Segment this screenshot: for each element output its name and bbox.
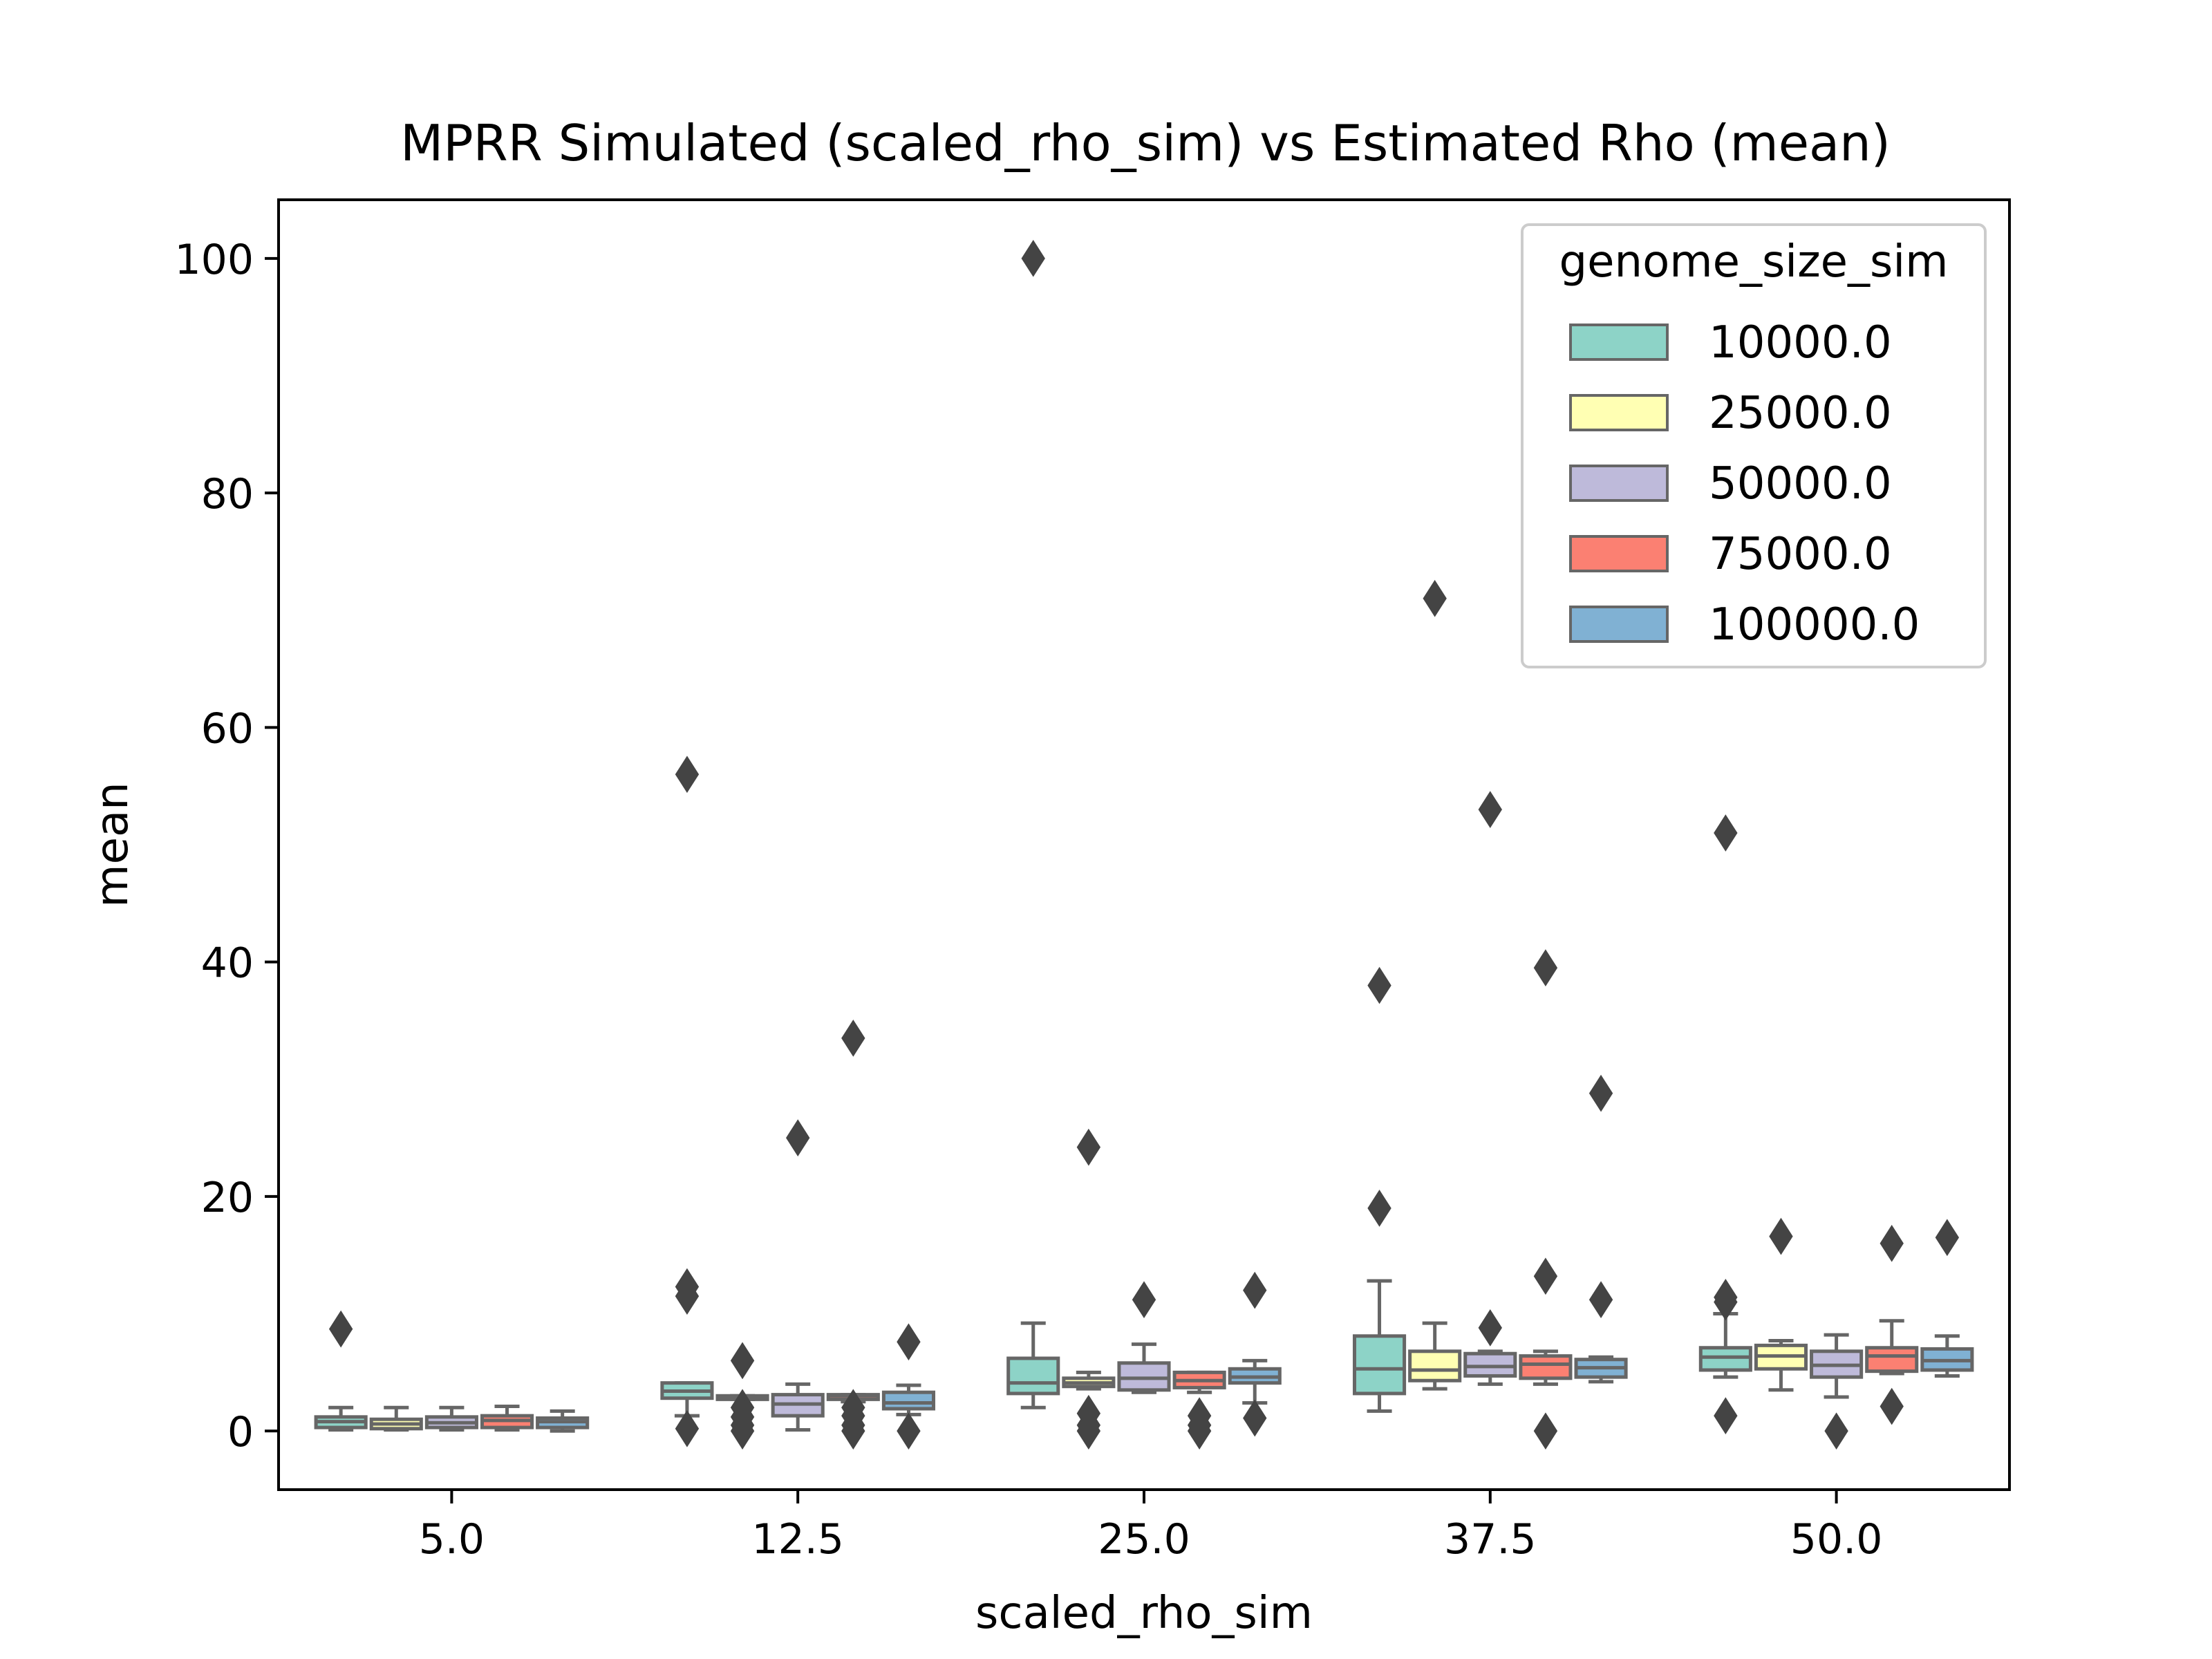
legend-title: genome_size_sim — [1559, 236, 1949, 288]
outlier-point — [1423, 579, 1447, 617]
outlier-point — [841, 1020, 865, 1057]
box-group — [314, 1310, 368, 1432]
outlier-point — [1132, 1281, 1156, 1319]
box-group — [369, 1405, 423, 1432]
box-group — [1754, 1217, 1808, 1392]
outlier-point — [1243, 1271, 1267, 1309]
outlier-point — [1880, 1387, 1904, 1425]
box-group — [715, 1342, 769, 1450]
legend-label: 50000.0 — [1709, 458, 1892, 509]
box — [1352, 1334, 1407, 1396]
box-group — [1519, 949, 1573, 1450]
x-tick-label: 5.0 — [419, 1515, 485, 1564]
box-group — [1574, 1074, 1628, 1384]
outlier-point — [1588, 1074, 1613, 1112]
box-group — [1006, 239, 1060, 1409]
axes: 0 20 40 60 80 100 5.0 12.5 25.0 37.5 50.0 — [174, 236, 1882, 1564]
outlier-point — [1714, 814, 1738, 852]
box — [1865, 1346, 1919, 1374]
outlier-point — [897, 1412, 921, 1450]
outlier-point — [675, 1277, 700, 1315]
outlier-point — [328, 1310, 353, 1348]
outlier-point — [1187, 1412, 1212, 1450]
legend-swatch — [1569, 394, 1669, 431]
outlier-point — [1588, 1281, 1613, 1319]
box-group — [480, 1405, 534, 1432]
outlier-point — [1533, 1257, 1558, 1295]
box-group — [660, 756, 714, 1447]
box-group — [1810, 1333, 1864, 1450]
legend-label: 75000.0 — [1709, 529, 1892, 580]
outlier-point — [1533, 949, 1558, 986]
y-axis-label: mean — [87, 782, 138, 908]
x-tick-label: 12.5 — [751, 1515, 844, 1564]
box-group — [1352, 966, 1407, 1413]
outlier-point — [675, 756, 700, 794]
legend-swatch — [1569, 535, 1669, 572]
chart-title: MPRR Simulated (scaled_rho_sim) vs Estim… — [400, 114, 1891, 172]
legend-label: 10000.0 — [1709, 317, 1892, 368]
box — [881, 1390, 936, 1411]
outlier-point — [1367, 1190, 1391, 1227]
outlier-point — [786, 1119, 810, 1156]
box-group — [536, 1409, 590, 1433]
outlier-point — [897, 1323, 921, 1361]
legend-swatch — [1569, 606, 1669, 643]
box — [1698, 1346, 1752, 1372]
outlier-point — [1367, 966, 1391, 1004]
box-group — [826, 1020, 880, 1450]
outlier-point — [841, 1412, 865, 1450]
box-group — [1698, 814, 1752, 1434]
x-tick-label: 37.5 — [1444, 1515, 1537, 1564]
y-tick-label: 80 — [201, 470, 254, 518]
box-group — [1117, 1281, 1171, 1394]
y-tick-label: 40 — [201, 939, 254, 988]
outlier-point — [1021, 239, 1045, 277]
box-group — [1062, 1128, 1116, 1450]
x-tick-label: 25.0 — [1098, 1515, 1190, 1564]
box — [1408, 1349, 1462, 1382]
legend: genome_size_sim 10000.0 25000.0 50000.0 7500… — [1521, 223, 1987, 668]
outlier-point — [1076, 1128, 1101, 1166]
legend-swatch — [1569, 465, 1669, 502]
box-group — [1408, 579, 1462, 1391]
outlier-point — [1824, 1412, 1848, 1450]
outlier-point — [1935, 1219, 1960, 1257]
y-tick-label: 20 — [201, 1174, 254, 1222]
legend-label: 25000.0 — [1709, 388, 1892, 439]
y-tick-label: 60 — [201, 704, 254, 753]
box-group — [771, 1119, 825, 1432]
box-group — [1920, 1219, 1974, 1378]
y-tick-label: 0 — [227, 1408, 254, 1456]
outlier-point — [1076, 1412, 1101, 1450]
outlier-point — [1478, 791, 1502, 828]
box-group — [1172, 1370, 1226, 1450]
y-tick-label: 100 — [174, 236, 254, 284]
x-axis-label: scaled_rho_sim — [975, 1588, 1313, 1639]
outlier-point — [1714, 1397, 1738, 1434]
outlier-point — [730, 1412, 755, 1450]
outlier-point — [1478, 1309, 1502, 1347]
box — [1519, 1354, 1573, 1380]
plot-area — [314, 239, 1974, 1450]
box — [1463, 1351, 1517, 1378]
outlier-point — [1533, 1412, 1558, 1450]
x-tick-label: 50.0 — [1790, 1515, 1883, 1564]
legend-swatch — [1569, 324, 1669, 361]
outlier-point — [675, 1409, 700, 1447]
outlier-point — [1243, 1399, 1267, 1437]
box-group — [1228, 1271, 1282, 1437]
box — [1006, 1356, 1060, 1396]
outlier-point — [1714, 1283, 1738, 1321]
outlier-point — [1880, 1224, 1904, 1262]
box-group — [881, 1323, 936, 1450]
box — [1117, 1361, 1171, 1392]
box-group — [1865, 1224, 1919, 1425]
legend-label: 100000.0 — [1709, 599, 1920, 650]
box-group — [424, 1405, 478, 1432]
outlier-point — [730, 1342, 755, 1380]
box-group — [1463, 791, 1517, 1386]
outlier-point — [1769, 1217, 1793, 1255]
